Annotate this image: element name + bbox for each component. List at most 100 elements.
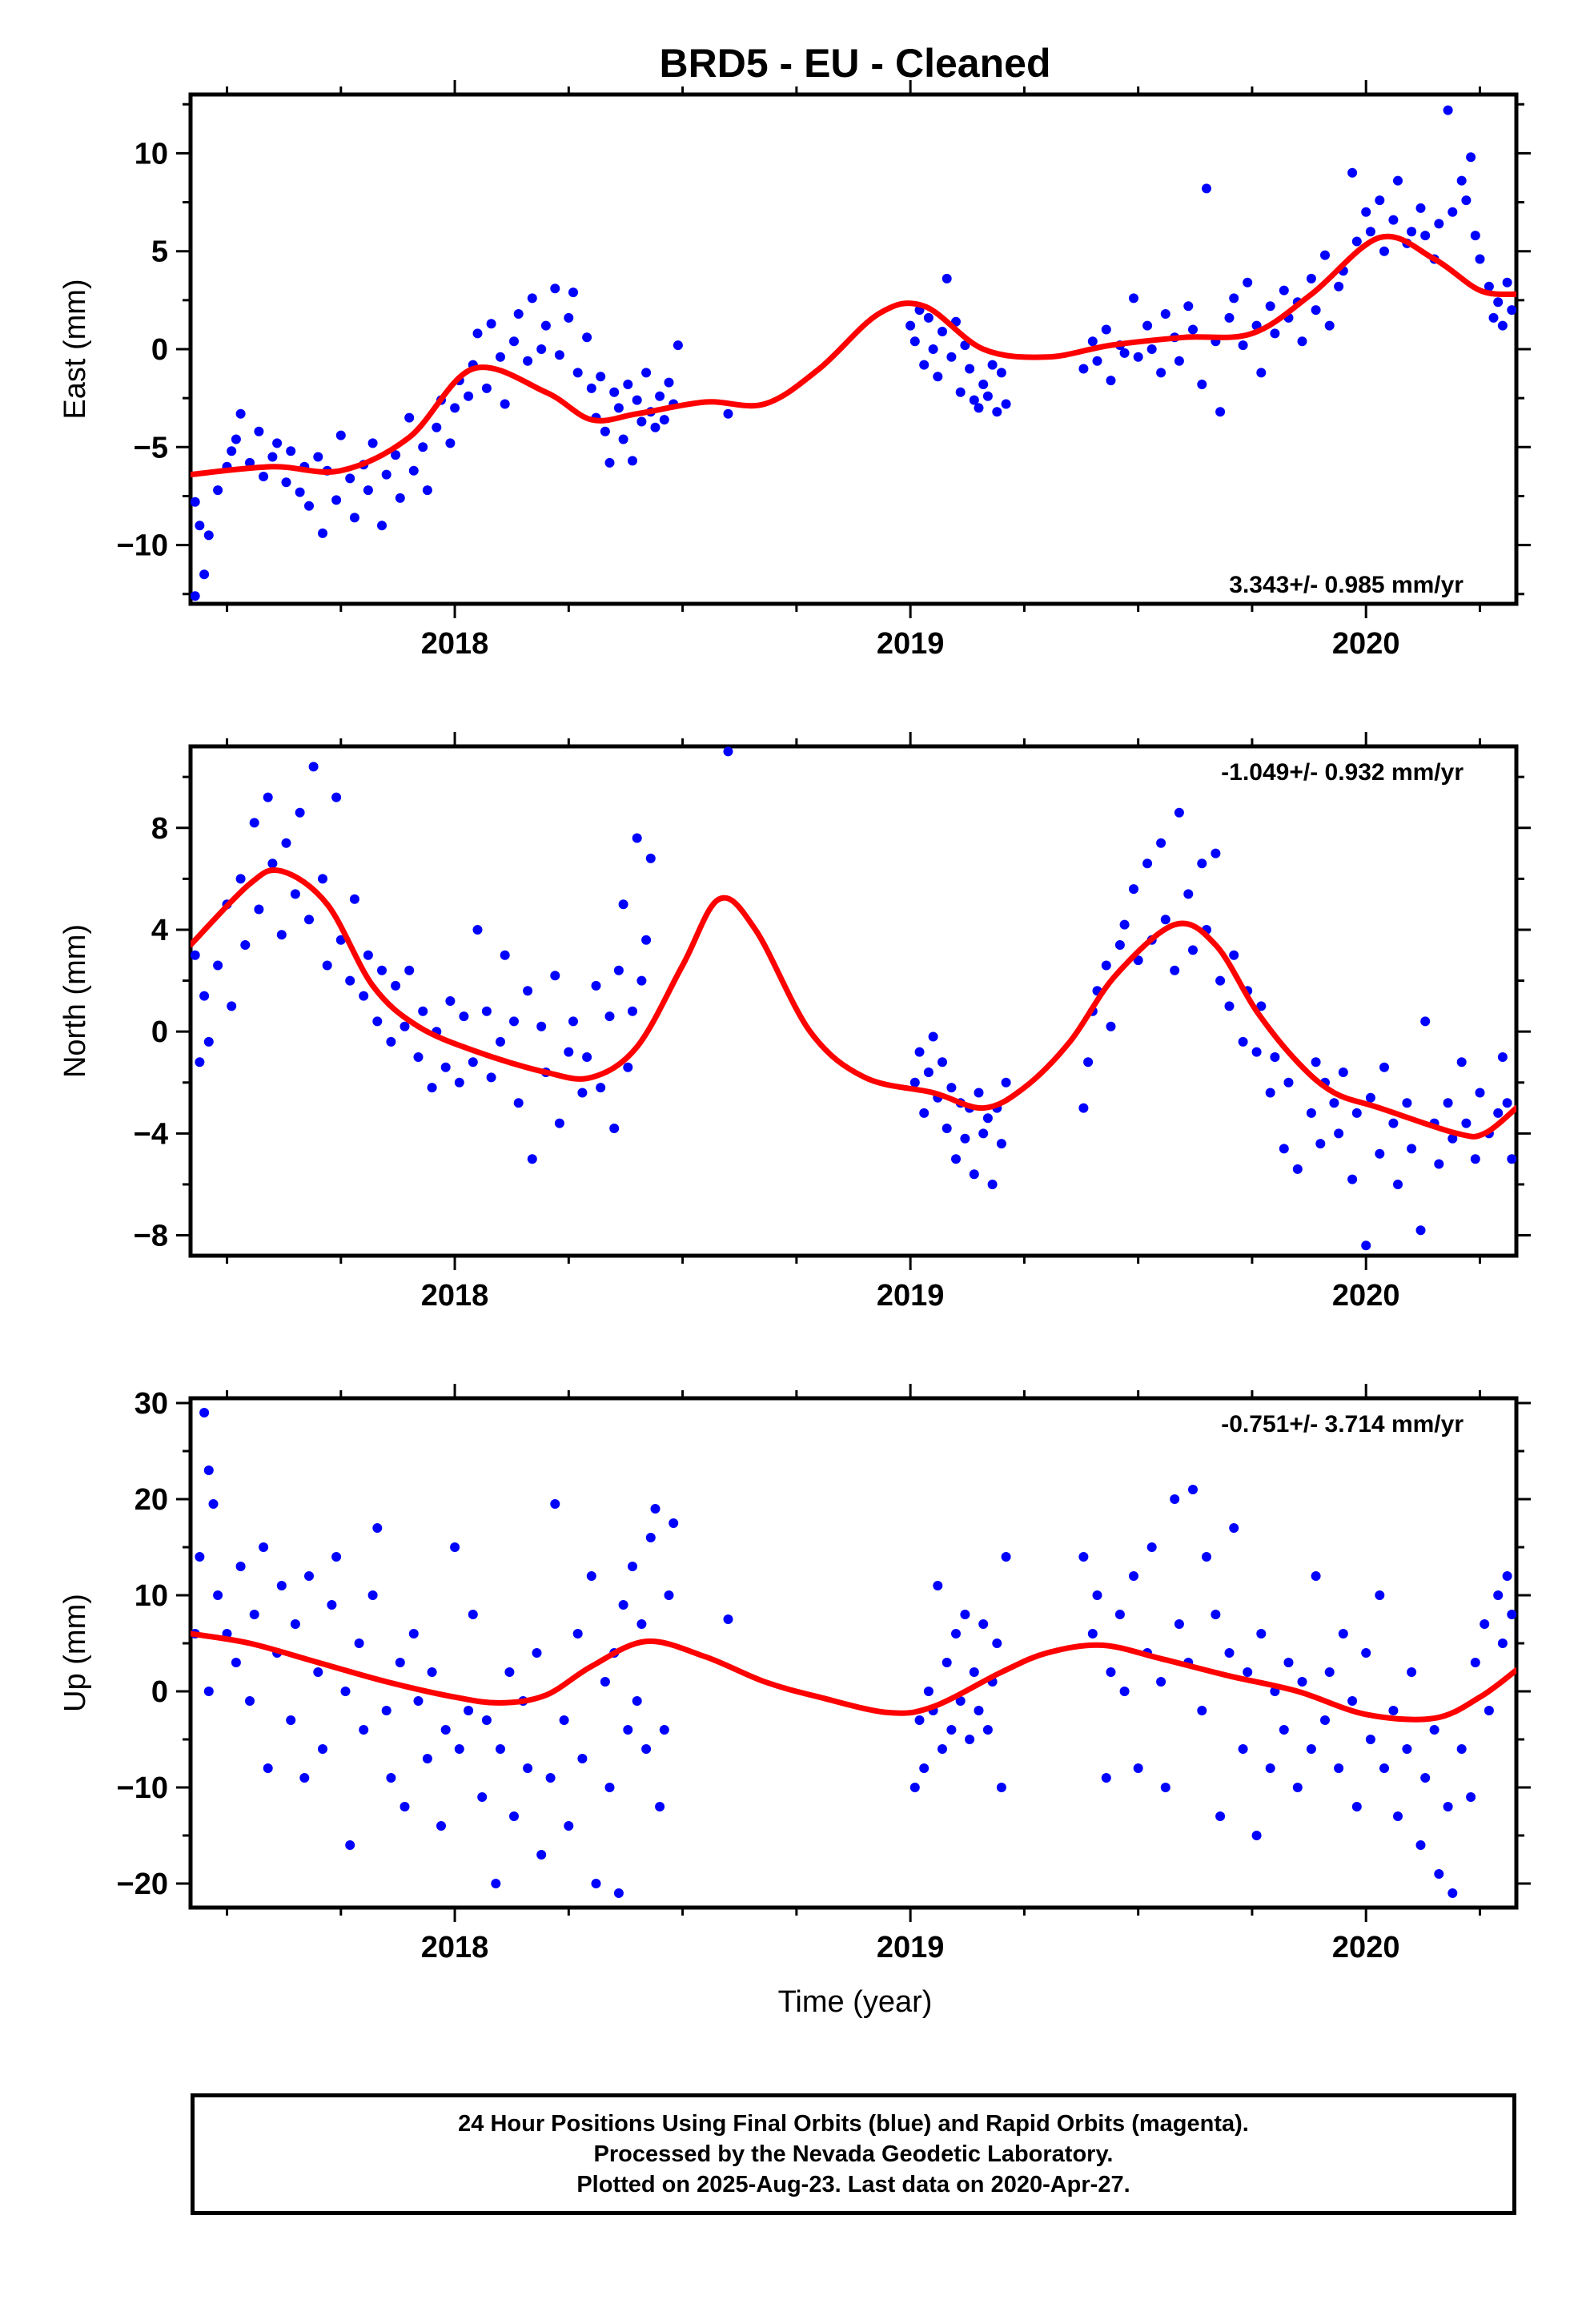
data-point <box>491 1879 501 1888</box>
data-point <box>267 452 278 462</box>
data-point <box>650 1504 661 1514</box>
data-point <box>978 380 989 389</box>
data-point <box>982 1725 993 1735</box>
data-point <box>1306 273 1316 283</box>
data-point <box>965 364 975 374</box>
x-tick-label: 2018 <box>421 627 489 661</box>
data-point <box>1087 1629 1098 1638</box>
data-point <box>1434 1159 1444 1169</box>
x-tick-label: 2018 <box>421 1279 489 1313</box>
data-point <box>249 818 259 828</box>
data-point <box>276 1581 287 1590</box>
data-point <box>540 320 551 331</box>
data-point <box>1393 175 1403 186</box>
data-point <box>1347 1696 1358 1706</box>
data-point <box>1470 1658 1480 1667</box>
data-point <box>628 456 637 466</box>
data-point <box>909 1077 920 1088</box>
data-point <box>914 1715 925 1725</box>
data-point <box>1142 858 1153 869</box>
data-point <box>564 1047 574 1057</box>
data-point <box>1502 277 1512 287</box>
data-point <box>1456 1744 1467 1754</box>
data-point <box>513 1098 524 1108</box>
data-point <box>359 991 369 1001</box>
data-point <box>304 915 314 925</box>
data-point <box>1146 344 1157 354</box>
data-point <box>249 1610 259 1619</box>
data-point <box>400 1021 410 1031</box>
y-tick-label: −10 <box>117 529 168 563</box>
data-point <box>1256 368 1267 378</box>
data-point <box>1265 1088 1275 1098</box>
data-point <box>1297 1677 1307 1687</box>
data-point <box>1484 281 1494 292</box>
data-point <box>263 1763 273 1773</box>
data-point <box>1243 277 1253 287</box>
data-point <box>632 833 642 843</box>
data-point <box>195 521 205 531</box>
data-point <box>1183 301 1194 312</box>
data-point <box>1119 919 1130 930</box>
data-point <box>509 1016 519 1027</box>
x-tick-label: 2019 <box>877 1931 945 1964</box>
data-point <box>1114 940 1125 950</box>
footer-line-2: Processed by the Nevada Geodetic Laborat… <box>593 2141 1114 2167</box>
data-point <box>636 1619 647 1629</box>
data-point <box>213 960 223 971</box>
data-point <box>1497 320 1508 331</box>
data-point <box>440 1725 451 1735</box>
data-point <box>974 403 984 413</box>
data-point <box>363 950 373 960</box>
data-point <box>982 1113 993 1124</box>
data-point <box>468 1610 478 1619</box>
data-point <box>359 1725 369 1735</box>
data-point <box>1379 1763 1389 1773</box>
data-point <box>1256 1629 1267 1638</box>
footer-box: 24 Hour Positions Using Final Orbits (bl… <box>191 2093 1516 2215</box>
data-point <box>1375 1148 1385 1159</box>
data-point <box>363 485 373 496</box>
data-point <box>1078 1552 1089 1562</box>
x-tick-label: 2020 <box>1332 1931 1400 1964</box>
data-point <box>1306 1108 1316 1118</box>
data-point <box>618 899 628 910</box>
data-point <box>618 1600 628 1610</box>
data-point <box>1388 1118 1399 1128</box>
data-point <box>1101 324 1111 335</box>
data-point <box>1320 250 1330 260</box>
data-point <box>295 807 305 818</box>
data-point <box>1443 1802 1453 1811</box>
data-point <box>969 1667 979 1677</box>
data-point <box>604 457 615 468</box>
data-point <box>500 399 510 409</box>
data-point <box>664 1590 674 1600</box>
data-point <box>527 1154 537 1164</box>
data-point <box>199 1408 210 1417</box>
data-point <box>1447 1888 1458 1898</box>
data-point <box>550 971 560 981</box>
data-point <box>609 1124 620 1133</box>
data-point <box>951 1154 961 1164</box>
data-point <box>327 1600 337 1610</box>
data-point <box>1311 1571 1321 1581</box>
data-point <box>413 1696 424 1706</box>
y-axis-label: East (mm) <box>58 279 92 419</box>
data-point <box>600 426 610 436</box>
data-point <box>203 1466 214 1475</box>
data-point <box>381 1706 391 1715</box>
y-tick-label: −4 <box>134 1117 168 1151</box>
data-point <box>1001 399 1011 409</box>
y-axis-label: Up (mm) <box>58 1594 92 1712</box>
fit-curve <box>191 866 1516 1140</box>
data-point <box>263 792 273 802</box>
data-point <box>199 569 210 580</box>
data-point <box>933 372 943 382</box>
data-point <box>331 495 342 505</box>
data-point <box>1229 1523 1239 1533</box>
data-point <box>464 391 474 401</box>
data-point <box>1229 950 1239 960</box>
data-point <box>938 1057 947 1068</box>
data-point <box>664 377 674 388</box>
data-point <box>1087 336 1098 347</box>
